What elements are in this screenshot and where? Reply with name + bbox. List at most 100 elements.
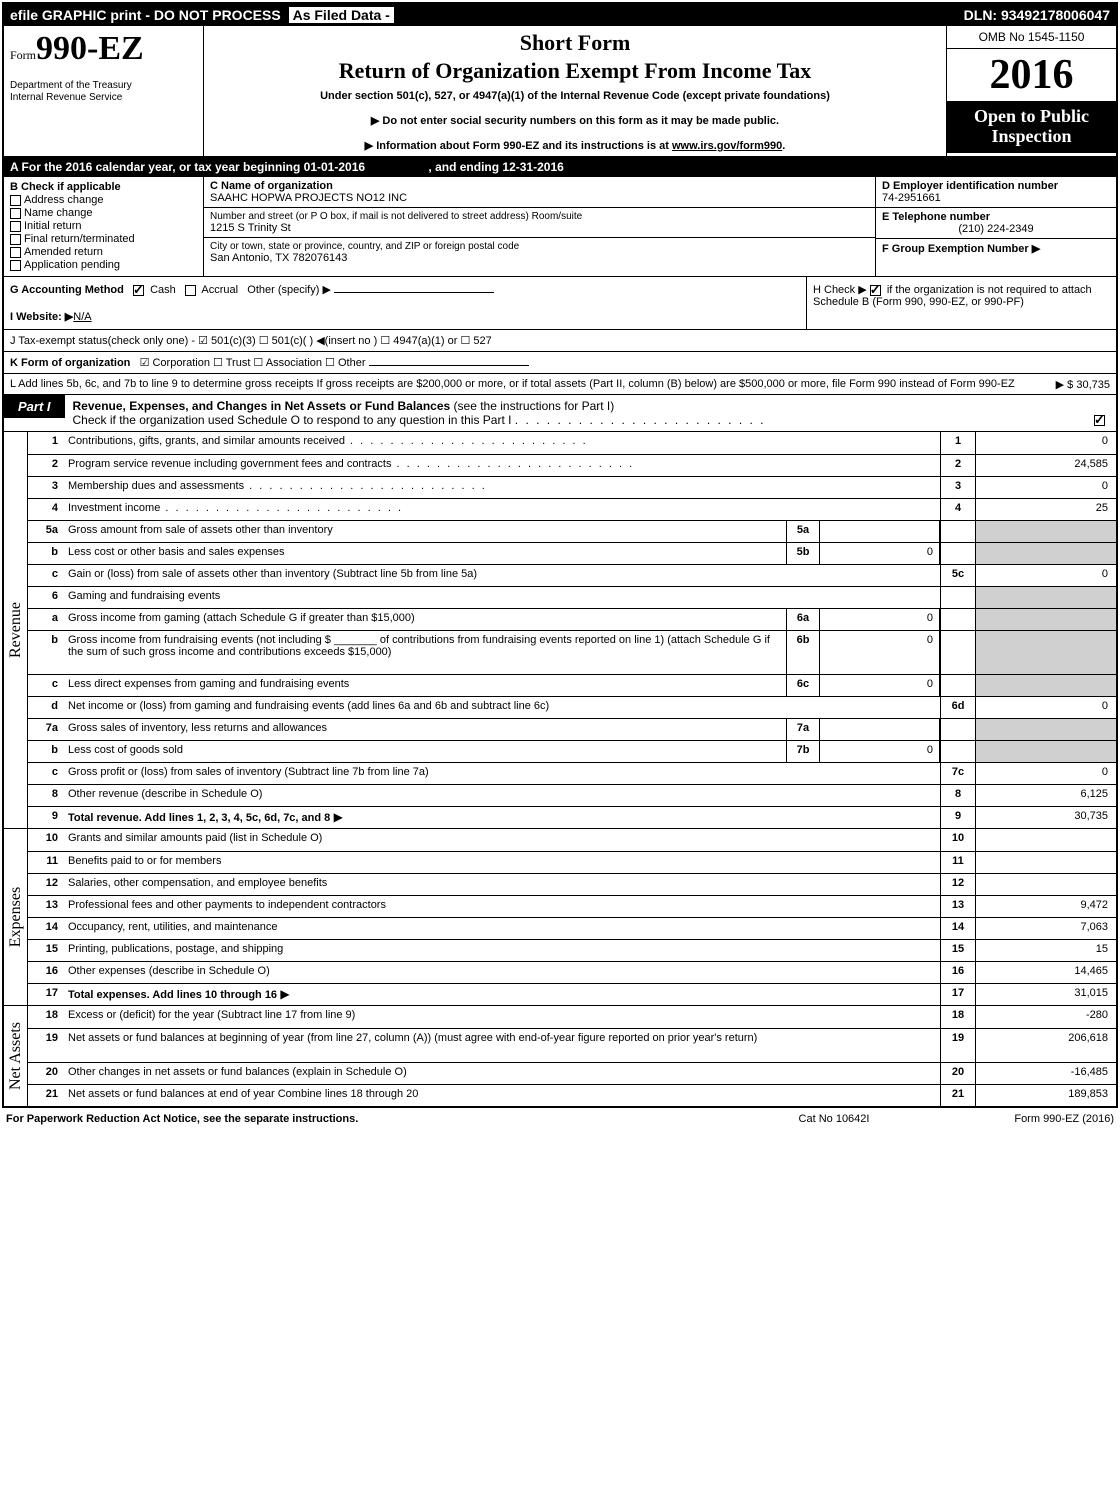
dept-line-1: Department of the Treasury [10,80,197,92]
city-block: City or town, state or province, country… [204,238,875,267]
part-1-badge: Part I [4,395,65,418]
revenue-section: Revenue 1Contributions, gifts, grants, a… [4,432,1116,829]
form-num-text: 990-EZ [36,30,144,67]
line-20-val: -16,485 [976,1063,1116,1084]
line-10-desc: Grants and similar amounts paid (list in… [64,829,940,851]
chk-accrual[interactable] [185,285,196,296]
short-form-label: Short Form [214,30,936,56]
chk-initial-return[interactable]: Initial return [10,220,197,232]
line-6-desc: Gaming and fundraising events [64,587,940,608]
row-a-text: A For the 2016 calendar year, or tax yea… [10,160,365,174]
line-14-desc: Occupancy, rent, utilities, and maintena… [64,918,940,939]
omb-number: OMB No 1545-1150 [947,26,1116,49]
part-1-subtitle: (see the instructions for Part I) [454,399,615,413]
line-19-val: 206,618 [976,1029,1116,1062]
line-14-val: 7,063 [976,918,1116,939]
row-j: J Tax-exempt status(check only one) - ☑ … [4,330,1116,352]
address-block: Number and street (or P O box, if mail i… [204,208,875,238]
group-exemption-hd: F Group Exemption Number ▶ [882,242,1110,255]
chk-final-return[interactable]: Final return/terminated [10,233,197,245]
line-15-val: 15 [976,940,1116,961]
k-label: K Form of organization [10,357,130,369]
city-hd: City or town, state or province, country… [210,241,869,252]
col-b-heading: B Check if applicable [10,181,197,193]
header-right: OMB No 1545-1150 2016 Open to Public Ins… [946,26,1116,156]
line-7c-val: 0 [976,763,1116,784]
line-7b-desc: Less cost of goods sold [64,741,786,762]
side-netassets: Net Assets [4,1006,28,1106]
line-17-val: 31,015 [976,984,1116,1005]
part-1-header: Part I Revenue, Expenses, and Changes in… [4,395,1116,432]
line-2-val: 24,585 [976,455,1116,476]
line-7a-val [820,719,940,740]
dln: DLN: 93492178006047 [958,4,1116,26]
line-5b-desc: Less cost or other basis and sales expen… [64,543,786,564]
chk-name-change[interactable]: Name change [10,207,197,219]
line-5a-desc: Gross amount from sale of assets other t… [64,521,786,542]
line-3-desc: Membership dues and assessments [64,477,940,498]
k-text: ☑ Corporation ☐ Trust ☐ Association ☐ Ot… [140,357,366,369]
line-7c-desc: Gross profit or (loss) from sales of inv… [64,763,940,784]
as-filed-label: As Filed Data - [289,7,394,23]
ein-block: D Employer identification number 74-2951… [876,177,1116,208]
part-1-title: Revenue, Expenses, and Changes in Net As… [73,399,451,413]
form-number: Form990-EZ [10,30,197,68]
line-6d-val: 0 [976,697,1116,718]
chk-h[interactable] [870,285,881,296]
side-revenue: Revenue [4,432,28,828]
line-8-desc: Other revenue (describe in Schedule O) [64,785,940,806]
h-block: H Check ▶ if the organization is not req… [806,277,1116,329]
cat-no: Cat No 10642I [734,1113,934,1125]
line-5c-val: 0 [976,565,1116,586]
org-name-hd: C Name of organization [210,180,869,192]
line-12-desc: Salaries, other compensation, and employ… [64,874,940,895]
paperwork-notice: For Paperwork Reduction Act Notice, see … [6,1113,734,1125]
line-11-desc: Benefits paid to or for members [64,852,940,873]
irs-link[interactable]: www.irs.gov/form990 [672,140,782,152]
g-other: Other (specify) ▶ [247,284,331,296]
g-label: G Accounting Method [10,284,124,296]
line-6b-val: 0 [820,631,940,674]
addr-val: 1215 S Trinity St [210,222,869,234]
line-3-val: 0 [976,477,1116,498]
row-k: K Form of organization ☑ Corporation ☐ T… [4,352,1116,374]
chk-schedule-o[interactable] [1094,415,1105,426]
chk-amended-return[interactable]: Amended return [10,246,197,258]
j-text: J Tax-exempt status(check only one) - ☑ … [10,335,492,347]
side-expenses: Expenses [4,829,28,1005]
chk-application-pending[interactable]: Application pending [10,259,197,271]
line-1-val: 0 [976,432,1116,454]
instruction-line-1: ▶ Do not enter social security numbers o… [214,114,936,127]
part-1-check-note: Check if the organization used Schedule … [73,413,512,427]
line-1-desc: Contributions, gifts, grants, and simila… [64,432,940,454]
ein-val: 74-2951661 [882,192,1110,204]
line-6b-desc: Gross income from fundraising events (no… [64,631,786,674]
topbar-left: efile GRAPHIC print - DO NOT PROCESS As … [4,4,958,26]
line-9-val: 30,735 [976,807,1116,828]
chk-cash[interactable] [133,285,144,296]
line-6c-desc: Less direct expenses from gaming and fun… [64,675,786,696]
line-8-val: 6,125 [976,785,1116,806]
row-gh: G Accounting Method Cash Accrual Other (… [4,277,1116,330]
return-title: Return of Organization Exempt From Incom… [214,58,936,84]
part-1-text: Revenue, Expenses, and Changes in Net As… [65,395,1116,431]
netassets-section: Net Assets 18Excess or (deficit) for the… [4,1006,1116,1106]
accounting-method: G Accounting Method Cash Accrual Other (… [4,277,806,329]
line-19-desc: Net assets or fund balances at beginning… [64,1029,940,1062]
instr-2-prefix: ▶ Information about Form 990-EZ and its … [365,140,672,152]
header: Form990-EZ Department of the Treasury In… [4,26,1116,157]
line-20-desc: Other changes in net assets or fund bala… [64,1063,940,1084]
chk-address-change[interactable]: Address change [10,194,197,206]
topbar: efile GRAPHIC print - DO NOT PROCESS As … [4,4,1116,26]
col-c: C Name of organization SAAHC HOPWA PROJE… [204,177,876,276]
org-name-block: C Name of organization SAAHC HOPWA PROJE… [204,177,875,208]
form-prefix: Form [10,48,36,62]
under-section: Under section 501(c), 527, or 4947(a)(1)… [214,90,936,102]
line-18-val: -280 [976,1006,1116,1028]
line-13-desc: Professional fees and other payments to … [64,896,940,917]
phone-block: E Telephone number (210) 224-2349 [876,208,1116,239]
tax-year: 2016 [947,49,1116,101]
row-a-ending: , and ending 12-31-2016 [428,160,563,174]
line-13-val: 9,472 [976,896,1116,917]
row-a-calendar-year: A For the 2016 calendar year, or tax yea… [4,157,1116,177]
